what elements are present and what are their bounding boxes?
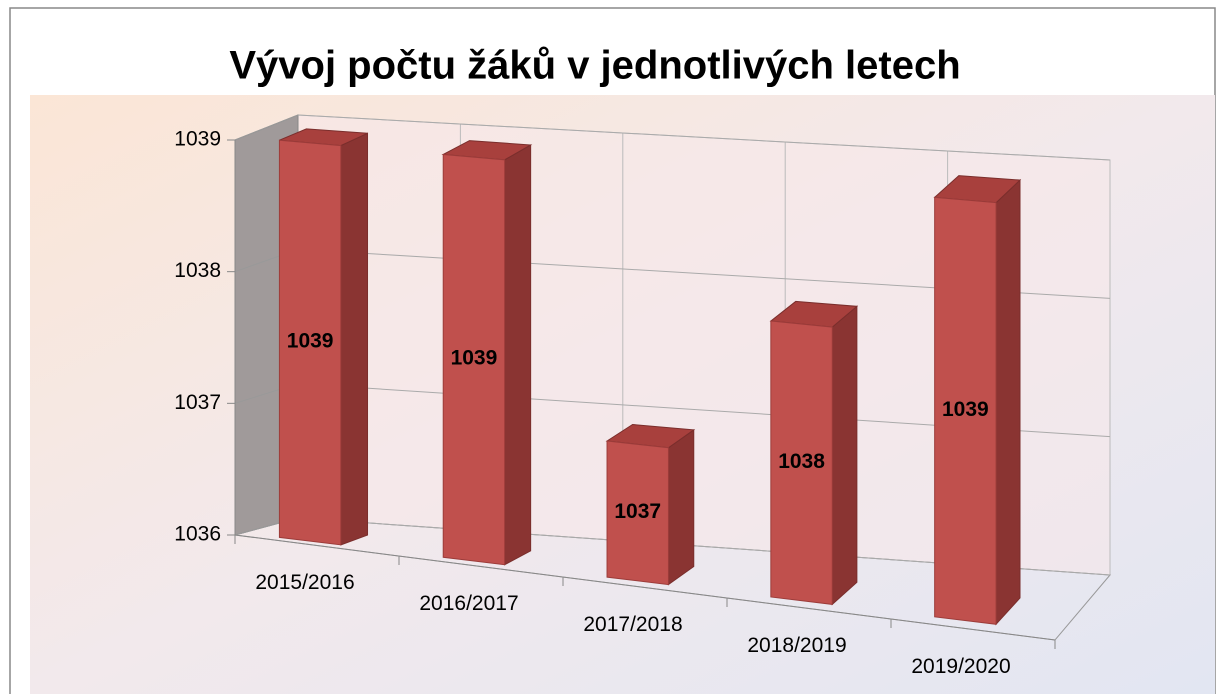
data-label: 1037 xyxy=(614,500,661,523)
bar-side xyxy=(340,132,369,546)
grid-line xyxy=(234,114,299,141)
x-axis xyxy=(234,534,1056,641)
x-tick-label: 2017/2018 xyxy=(583,613,682,636)
x-tick-label: 2015/2016 xyxy=(255,571,354,594)
data-label: 1039 xyxy=(451,347,498,370)
data-label: 1038 xyxy=(778,450,825,473)
bar xyxy=(770,320,833,605)
bar xyxy=(442,153,506,566)
x-tick-label: 2019/2020 xyxy=(911,655,1010,678)
bar-side xyxy=(831,305,858,606)
x-tick-label: 2018/2019 xyxy=(747,634,846,657)
x-tick-label: 2016/2017 xyxy=(419,592,518,615)
bar xyxy=(278,139,342,546)
y-tick-label: 1039 xyxy=(174,128,221,151)
bar-side xyxy=(504,144,532,566)
y-tick-label: 1037 xyxy=(174,391,221,414)
chart-title: Vývoj počtu žáků v jednotlivých letech xyxy=(229,44,960,88)
bar-side xyxy=(995,178,1021,626)
plot: 1036 1037 1038 1039 2015/2016 1039 2016/2017 10… xyxy=(174,114,1112,678)
y-tick-label: 1038 xyxy=(174,259,221,282)
grid-line xyxy=(297,114,1111,161)
bar xyxy=(934,196,997,625)
data-label: 1039 xyxy=(287,330,334,353)
bar-side xyxy=(667,428,695,586)
data-label: 1039 xyxy=(942,398,989,421)
y-tick-label: 1036 xyxy=(174,523,221,546)
bar xyxy=(606,440,669,586)
